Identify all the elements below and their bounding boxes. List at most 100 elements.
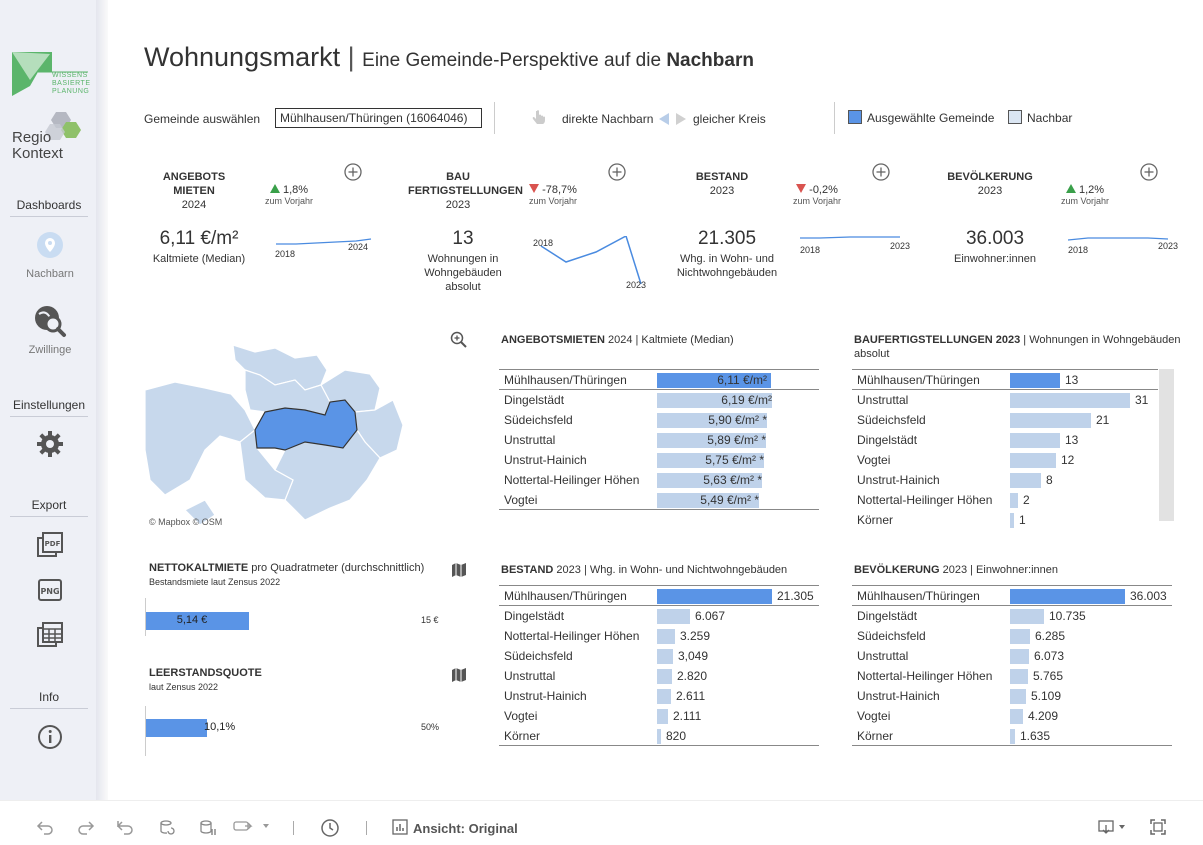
bar-row[interactable]: Vogtei 4.209 bbox=[852, 706, 1172, 726]
bar-row[interactable]: Körner 1 bbox=[852, 510, 1158, 530]
bar-row[interactable]: Südeichsfeld 5,90 €/m² * bbox=[499, 410, 819, 430]
bar-row[interactable]: Südeichsfeld 21 bbox=[852, 410, 1158, 430]
sidebar: WISSENS BASIERTE PLANUNG Regio Kontext D… bbox=[0, 0, 108, 800]
bar-row[interactable]: Körner 1.635 bbox=[852, 726, 1172, 746]
gleicher-kreis-option[interactable]: gleicher Kreis bbox=[693, 112, 766, 126]
bar-row-label: Unstruttal bbox=[857, 393, 909, 407]
bar-row-label: Mühlhausen/Thüringen bbox=[504, 373, 627, 387]
bar-row-label: Südeichsfeld bbox=[857, 413, 926, 427]
nav-nachbarn[interactable]: Nachbarn bbox=[0, 230, 100, 280]
bar bbox=[657, 393, 772, 408]
bar-row-label: Körner bbox=[504, 729, 541, 743]
kpi-description: Kaltmiete (Median) bbox=[152, 253, 246, 265]
bar-row[interactable]: Vogtei 2.111 bbox=[499, 706, 819, 726]
bar-row[interactable]: Unstruttal 2.820 bbox=[499, 666, 819, 686]
bar-row-label: Körner bbox=[857, 513, 894, 527]
legend-neighbor-label: Nachbar bbox=[1027, 111, 1073, 125]
bar bbox=[657, 649, 673, 664]
export-table-button[interactable] bbox=[0, 622, 100, 648]
kpi-year: 2023 bbox=[709, 185, 735, 197]
revert-icon[interactable] bbox=[116, 819, 134, 835]
bar-row[interactable]: Dingelstädt 13 bbox=[852, 430, 1158, 450]
bar-row[interactable]: Mühlhausen/Thüringen 13 bbox=[852, 370, 1158, 390]
bar-value: 1.635 bbox=[1020, 729, 1051, 743]
bar-row[interactable]: Vogtei 12 bbox=[852, 450, 1158, 470]
bar bbox=[657, 669, 672, 684]
bar bbox=[1010, 453, 1056, 468]
bar-row[interactable]: Unstruttal 6.073 bbox=[852, 646, 1172, 666]
bar bbox=[1010, 709, 1023, 724]
bar-row[interactable]: Nottertal-Heilinger Höhen 2 bbox=[852, 490, 1158, 510]
bar-row[interactable]: Unstrut-Hainich 5.109 bbox=[852, 686, 1172, 706]
bar-value: 6,11 €/m² bbox=[717, 373, 767, 387]
view-original-button[interactable]: Ansicht: Original bbox=[413, 821, 518, 836]
gemeinde-select[interactable]: Mühlhausen/Thüringen (16064046) bbox=[275, 108, 482, 128]
baufertig-scrollbar[interactable] bbox=[1159, 369, 1174, 521]
spark-start-label: 2018 bbox=[533, 238, 554, 248]
bar bbox=[657, 689, 671, 704]
sidebar-shadow bbox=[96, 0, 108, 800]
bar-row[interactable]: Unstrut-Hainich 2.611 bbox=[499, 686, 819, 706]
export-png-button[interactable]: PNG bbox=[0, 578, 100, 602]
bar-value: 820 bbox=[666, 729, 687, 743]
direkte-nachbarn-option[interactable]: direkte Nachbarn bbox=[562, 112, 654, 126]
title-separator: | bbox=[347, 42, 355, 72]
panel-title-line2: absolut bbox=[854, 348, 890, 360]
bar-row[interactable]: Mühlhausen/Thüringen 21.305 bbox=[499, 586, 819, 606]
bar-row[interactable]: Körner 820 bbox=[499, 726, 819, 746]
bar-row[interactable]: Unstruttal 5,89 €/m² * bbox=[499, 430, 819, 450]
clock-icon[interactable] bbox=[320, 819, 340, 837]
bar-row[interactable]: Nottertal-Heilinger Höhen 5.765 bbox=[852, 666, 1172, 686]
share-dropdown-icon[interactable] bbox=[233, 819, 271, 833]
page-subtitle-bold: Nachbarn bbox=[666, 50, 754, 71]
info-button[interactable] bbox=[0, 724, 100, 750]
bar bbox=[657, 473, 762, 488]
bar-row-label: Unstruttal bbox=[504, 433, 556, 447]
undo-icon[interactable] bbox=[36, 819, 54, 835]
bar-row[interactable]: Südeichsfeld 3,049 bbox=[499, 646, 819, 666]
spark-start-label: 2018 bbox=[275, 249, 296, 259]
bar-row[interactable]: Unstrut-Hainich 8 bbox=[852, 470, 1158, 490]
spark-start-label: 2018 bbox=[800, 245, 821, 255]
bar-row[interactable]: Nottertal-Heilinger Höhen 5,63 €/m² * bbox=[499, 470, 819, 490]
bar-row[interactable]: Vogtei 5,49 €/m² * bbox=[499, 490, 819, 510]
bar-row[interactable]: Nottertal-Heilinger Höhen 3.259 bbox=[499, 626, 819, 646]
nav-zwillinge[interactable]: Zwillinge bbox=[0, 304, 100, 356]
kpi-year: 2024 bbox=[181, 199, 207, 211]
map-view-icon[interactable] bbox=[451, 562, 467, 578]
bar-row-label: Unstruttal bbox=[857, 649, 909, 663]
map-view-icon[interactable] bbox=[451, 667, 467, 683]
bar-row[interactable]: Unstrut-Hainich 5,75 €/m² * bbox=[499, 450, 819, 470]
bar bbox=[657, 493, 759, 508]
bar-row[interactable]: Mühlhausen/Thüringen 6,11 €/m² bbox=[499, 370, 819, 390]
bar-row[interactable]: Dingelstädt 6,19 €/m² bbox=[499, 390, 819, 410]
bar-row[interactable]: Unstruttal 31 bbox=[852, 390, 1158, 410]
pause-data-icon[interactable] bbox=[199, 819, 217, 837]
nettokaltmiete-max: 15 € bbox=[421, 615, 439, 625]
logo-rk-line-2: Kontext bbox=[12, 145, 63, 162]
zoom-in-icon[interactable] bbox=[450, 331, 468, 349]
neighbors-map[interactable] bbox=[144, 330, 475, 530]
bar-row-label: Dingelstädt bbox=[857, 433, 918, 447]
add-plus-icon[interactable] bbox=[1140, 163, 1158, 181]
settings-button[interactable] bbox=[0, 430, 100, 458]
export-pdf-button[interactable]: PDF bbox=[0, 532, 100, 558]
download-dropdown-icon[interactable] bbox=[1098, 819, 1128, 835]
einstellungen-heading: Einstellungen bbox=[10, 398, 88, 417]
toggle-arrows[interactable] bbox=[657, 112, 689, 131]
bar-row[interactable]: Südeichsfeld 6.285 bbox=[852, 626, 1172, 646]
bar-row[interactable]: Dingelstädt 6.067 bbox=[499, 606, 819, 626]
kpi-title-text: BEVÖLKERUNG bbox=[947, 171, 1033, 183]
logo-wb-line-1: WISSENS bbox=[52, 72, 88, 79]
add-plus-icon[interactable] bbox=[872, 163, 890, 181]
redo-icon[interactable] bbox=[77, 819, 95, 835]
add-plus-icon[interactable] bbox=[344, 163, 362, 181]
bar bbox=[1010, 373, 1060, 388]
bar-row[interactable]: Dingelstädt 10.735 bbox=[852, 606, 1172, 626]
bar bbox=[1010, 609, 1044, 624]
fullscreen-icon[interactable] bbox=[1150, 819, 1166, 835]
bar bbox=[657, 589, 772, 604]
bar-row[interactable]: Mühlhausen/Thüringen 36.003 bbox=[852, 586, 1172, 606]
refresh-data-icon[interactable] bbox=[159, 819, 177, 837]
add-plus-icon[interactable] bbox=[608, 163, 626, 181]
